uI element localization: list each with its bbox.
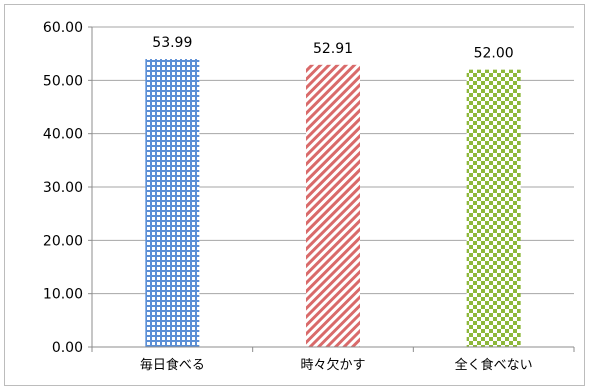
bar-3 <box>466 69 521 348</box>
y-tick-label: 10.00 <box>43 287 83 303</box>
x-category-label: 時々欠かす <box>300 357 365 373</box>
data-label: 53.99 <box>152 35 192 51</box>
chart-frame: 0.00 10.00 20.00 30.00 40.00 50.00 60.00 53.99… <box>4 4 585 386</box>
bars <box>145 59 521 348</box>
y-tick-label: 30.00 <box>43 180 83 196</box>
data-label: 52.91 <box>313 41 353 57</box>
x-axis-category-labels: 毎日食べる 時々欠かす 全く食べない <box>140 357 533 373</box>
x-category-label: 全く食べない <box>455 357 533 373</box>
y-tick-label: 50.00 <box>43 73 83 89</box>
x-category-label: 毎日食べる <box>140 357 205 373</box>
y-tick-label: 40.00 <box>43 127 83 143</box>
y-axis-tick-labels: 0.00 10.00 20.00 30.00 40.00 50.00 60.00 <box>43 20 83 356</box>
y-tick-label: 20.00 <box>43 233 83 249</box>
y-tick-label: 0.00 <box>52 340 83 356</box>
data-label: 52.00 <box>474 46 514 62</box>
bar-chart: 0.00 10.00 20.00 30.00 40.00 50.00 60.00 53.99… <box>43 20 575 373</box>
bar-1 <box>145 59 200 347</box>
axes <box>88 26 575 352</box>
y-tick-label: 60.00 <box>43 20 83 36</box>
bar-2 <box>306 64 360 348</box>
data-labels: 53.99 52.91 52.00 <box>152 35 513 62</box>
